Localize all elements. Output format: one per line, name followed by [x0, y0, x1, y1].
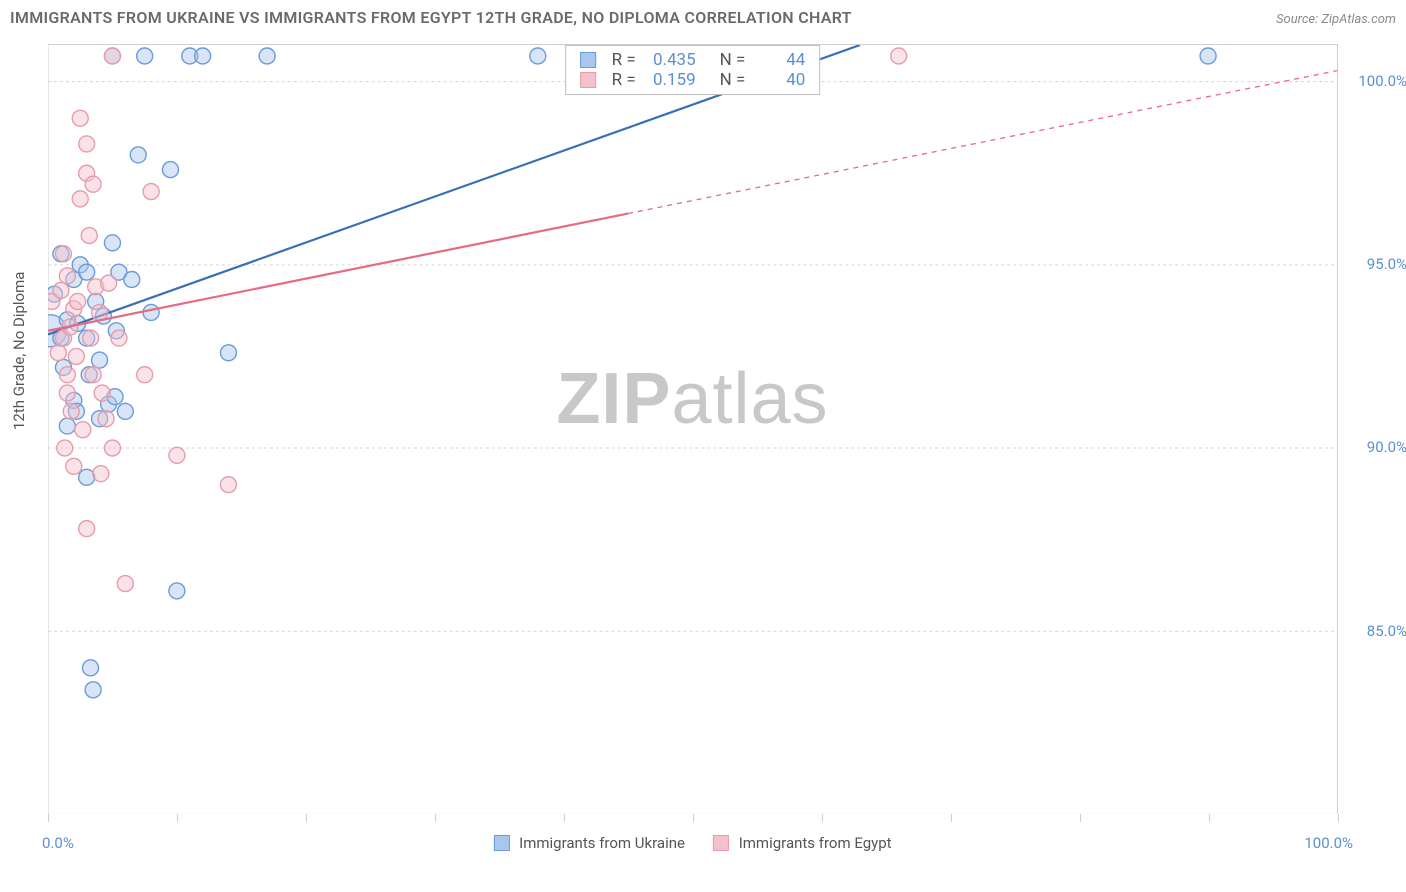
stats-n-label: N =: [720, 70, 746, 90]
stats-r-label: R =: [612, 70, 636, 90]
xtick: [435, 814, 436, 822]
xtick: [564, 814, 565, 822]
swatch-ukraine-icon: [493, 835, 509, 851]
xtick: [177, 814, 178, 822]
stats-box: R = 0.435 N = 44 R = 0.159 N = 40: [565, 45, 821, 95]
ytick-label: 85.0%: [1347, 622, 1406, 640]
scatter-svg: [48, 45, 1337, 814]
legend-item-ukraine: Immigrants from Ukraine: [493, 834, 685, 852]
ytick-label: 90.0%: [1347, 438, 1406, 456]
stats-r-label: R =: [612, 50, 636, 70]
xtick: [306, 814, 307, 822]
xtick: [1338, 814, 1339, 822]
legend-label: Immigrants from Egypt: [739, 834, 892, 852]
stats-r-value: 0.159: [646, 70, 696, 90]
ytick-label: 95.0%: [1347, 255, 1406, 273]
stats-n-label: N =: [720, 50, 746, 70]
legend-item-egypt: Immigrants from Egypt: [713, 834, 892, 852]
stats-r-value: 0.435: [646, 50, 696, 70]
stats-n-value: 40: [755, 70, 805, 90]
xtick: [693, 814, 694, 822]
swatch-egypt-icon: [580, 72, 596, 88]
swatch-ukraine-icon: [580, 52, 596, 68]
stats-n-value: 44: [755, 50, 805, 70]
legend-label: Immigrants from Ukraine: [519, 834, 685, 852]
plot-area: ZIPatlas R = 0.435 N = 44 R = 0.159 N = …: [48, 44, 1338, 814]
chart-title: IMMIGRANTS FROM UKRAINE VS IMMIGRANTS FR…: [10, 8, 852, 27]
y-axis-label: 12th Grade, No Diploma: [10, 272, 28, 430]
stats-row-ukraine: R = 0.435 N = 44: [580, 50, 806, 70]
source-label: Source: ZipAtlas.com: [1276, 12, 1396, 27]
xtick: [48, 814, 49, 822]
xtick: [951, 814, 952, 822]
legend: Immigrants from Ukraine Immigrants from …: [493, 834, 891, 852]
xtick: [1209, 814, 1210, 822]
xtick-label-min: 0.0%: [42, 834, 74, 852]
xtick: [822, 814, 823, 822]
ytick-label: 100.0%: [1347, 72, 1406, 90]
xtick-label-max: 100.0%: [1304, 834, 1353, 852]
stats-row-egypt: R = 0.159 N = 40: [580, 70, 806, 90]
swatch-egypt-icon: [713, 835, 729, 851]
xtick: [1080, 814, 1081, 822]
